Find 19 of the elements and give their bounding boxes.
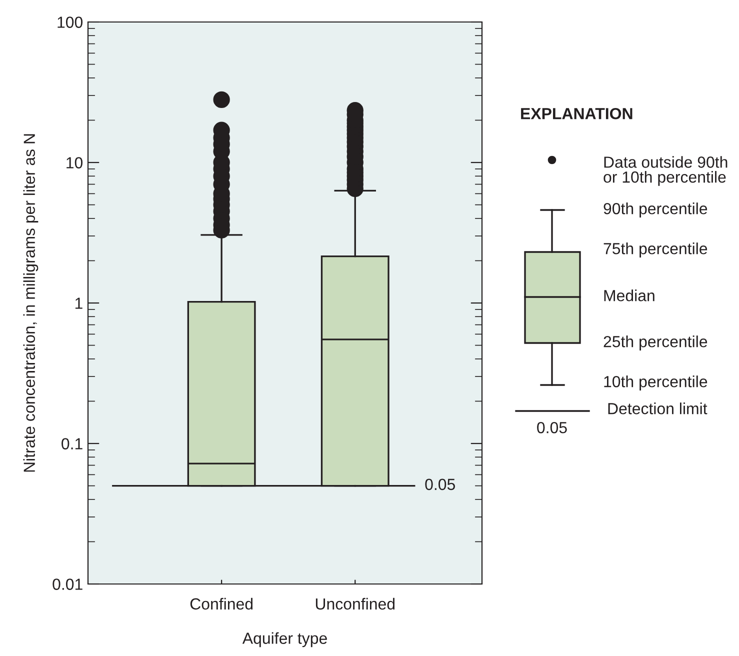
text: 0.05 (537, 422, 567, 434)
text: 75th percentile (604, 242, 708, 258)
ref-line-label: 0.05 (425, 478, 455, 490)
x-axis-title: Aquifer type (242, 632, 327, 648)
text: Detection limit (608, 402, 708, 414)
y-tick-label: 0.01 (52, 578, 82, 590)
y-tick-label: 0.1 (62, 438, 82, 450)
text: 25th percentile (604, 336, 708, 350)
text: EXPLANATION (521, 108, 632, 120)
text: 10th percentile (604, 376, 708, 390)
text: Median (604, 290, 654, 302)
y-tick-label: 100 (58, 16, 83, 28)
y-axis-title: Nitrate concentration, in milligrams per liter as N (23, 134, 38, 472)
y-tick-label: 1 (75, 298, 82, 309)
x-tick-label: Confined (190, 598, 252, 610)
y-tick-label: 10 (66, 157, 83, 168)
text: 90th percentile (604, 202, 708, 218)
x-tick-label: Unconfined (316, 598, 394, 610)
text: Data outside 90th or 10th percentile (604, 156, 728, 186)
